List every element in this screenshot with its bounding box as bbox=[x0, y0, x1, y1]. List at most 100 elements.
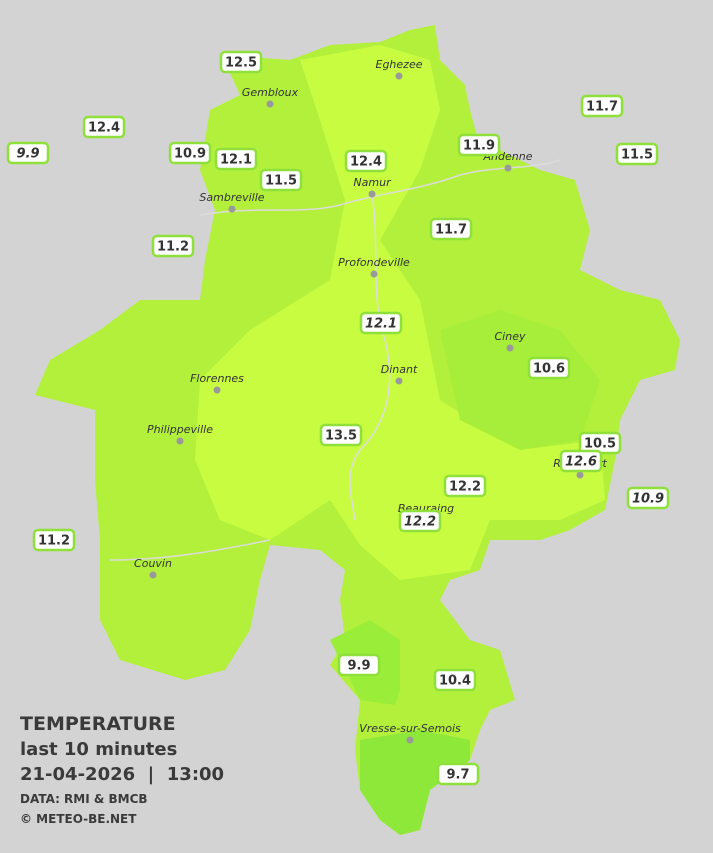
city-label: Eghezee bbox=[376, 58, 423, 71]
city-dot bbox=[368, 190, 376, 198]
station: 9.9 bbox=[337, 653, 381, 677]
station-value: 13.5 bbox=[325, 429, 357, 444]
station-value: 12.4 bbox=[88, 121, 120, 136]
city-label: Namur bbox=[353, 176, 392, 189]
station: 12.4 bbox=[82, 115, 126, 139]
station-value: 9.9 bbox=[347, 659, 370, 674]
legend-subtitle: last 10 minutes bbox=[20, 739, 177, 760]
station: 11.7 bbox=[580, 94, 624, 118]
station-value: 12.4 bbox=[350, 155, 382, 170]
station-box bbox=[429, 217, 473, 241]
station-box bbox=[151, 234, 195, 258]
city-dot bbox=[213, 386, 221, 394]
station: 11.2 bbox=[32, 528, 76, 552]
city-label: Vresse-sur-Semois bbox=[359, 722, 461, 735]
station-box bbox=[259, 168, 303, 192]
station-value: 11.7 bbox=[435, 223, 467, 238]
station: 11.9 bbox=[457, 133, 501, 157]
city-dot bbox=[395, 377, 403, 385]
station-box bbox=[168, 141, 212, 165]
station-box bbox=[6, 141, 50, 165]
station: 10.6 bbox=[527, 356, 571, 380]
stations: 12.5 12.4 9.9 10.9 12.1 11.5 12.4 11.9 11.7 11.5 1… bbox=[6, 50, 670, 786]
city-dot bbox=[504, 164, 512, 172]
station-value: 9.7 bbox=[446, 768, 469, 783]
cities: EghezeeGemblouxAndenneNamurSambrevillePr… bbox=[134, 58, 607, 744]
station: 12.1 bbox=[359, 311, 403, 335]
station: 10.4 bbox=[433, 668, 477, 692]
city-label: Profondeville bbox=[338, 256, 410, 269]
station-value: 12.1 bbox=[365, 317, 397, 332]
station-value: 11.2 bbox=[157, 240, 189, 255]
station: 10.5 bbox=[578, 431, 622, 455]
station-box bbox=[443, 474, 487, 498]
station-value: 10.4 bbox=[439, 674, 471, 689]
city-label: Gembloux bbox=[242, 86, 299, 99]
city-label: Ciney bbox=[495, 330, 526, 343]
station-value: 10.5 bbox=[584, 437, 616, 452]
station: 10.9 bbox=[626, 486, 670, 510]
legend-title: TEMPERATURE bbox=[20, 713, 176, 735]
station-value: 10.9 bbox=[174, 147, 206, 162]
river bbox=[109, 539, 271, 561]
legend-source: DATA: RMI & BMCB bbox=[20, 792, 148, 806]
station-box bbox=[398, 509, 442, 533]
station: 9.7 bbox=[436, 762, 480, 786]
station-value: 12.2 bbox=[404, 515, 436, 530]
station: 11.2 bbox=[151, 234, 195, 258]
station-value: 12.1 bbox=[220, 153, 252, 168]
city-label: Couvin bbox=[134, 557, 172, 570]
station: 12.2 bbox=[398, 509, 442, 533]
station-box bbox=[214, 147, 258, 171]
station-box bbox=[527, 356, 571, 380]
station-box bbox=[559, 449, 603, 473]
station-value: 11.5 bbox=[621, 148, 653, 163]
city-label: Philippeville bbox=[147, 423, 213, 436]
city-dot bbox=[149, 571, 157, 579]
city-dot bbox=[395, 72, 403, 80]
station: 12.5 bbox=[219, 50, 263, 74]
station: 13.5 bbox=[319, 423, 363, 447]
station-value: 10.9 bbox=[632, 492, 664, 507]
station-box bbox=[219, 50, 263, 74]
city-dot bbox=[266, 100, 274, 108]
station-box bbox=[344, 149, 388, 173]
warm-zone bbox=[195, 45, 605, 580]
station-box bbox=[359, 311, 403, 335]
station: 9.9 bbox=[6, 141, 50, 165]
station-value: 11.9 bbox=[463, 139, 495, 154]
legend-copyright: © METEO-BE.NET bbox=[20, 812, 137, 826]
city-dot bbox=[576, 471, 584, 479]
city-dot bbox=[176, 437, 184, 445]
station: 12.2 bbox=[443, 474, 487, 498]
station-box bbox=[433, 668, 477, 692]
station: 11.5 bbox=[259, 168, 303, 192]
cold-zone bbox=[360, 730, 470, 835]
station-box bbox=[615, 142, 659, 166]
river bbox=[349, 194, 391, 521]
cool-zone bbox=[440, 310, 600, 450]
city-dot bbox=[406, 736, 414, 744]
station-value: 11.2 bbox=[38, 534, 70, 549]
station: 12.4 bbox=[344, 149, 388, 173]
station-box bbox=[436, 762, 480, 786]
legend-datetime: 21-04-2026 | 13:00 bbox=[20, 764, 224, 785]
station-box bbox=[580, 94, 624, 118]
city-dot bbox=[370, 270, 378, 278]
city-label: Florennes bbox=[190, 372, 244, 385]
station: 10.9 bbox=[168, 141, 212, 165]
station-value: 10.6 bbox=[533, 362, 565, 377]
station-value: 9.9 bbox=[16, 147, 39, 162]
station-box bbox=[82, 115, 126, 139]
station-box bbox=[32, 528, 76, 552]
city-dot bbox=[506, 344, 514, 352]
station: 12.6 bbox=[559, 449, 603, 473]
station-box bbox=[457, 133, 501, 157]
city-dot bbox=[228, 205, 236, 213]
city-label: Dinant bbox=[381, 363, 418, 376]
station: 11.7 bbox=[429, 217, 473, 241]
station-box bbox=[337, 653, 381, 677]
station-value: 12.2 bbox=[449, 480, 481, 495]
station: 12.1 bbox=[214, 147, 258, 171]
